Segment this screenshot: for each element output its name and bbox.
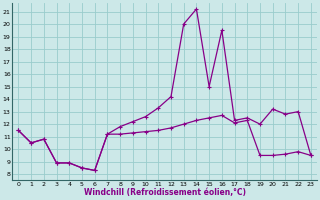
X-axis label: Windchill (Refroidissement éolien,°C): Windchill (Refroidissement éolien,°C) [84,188,246,197]
